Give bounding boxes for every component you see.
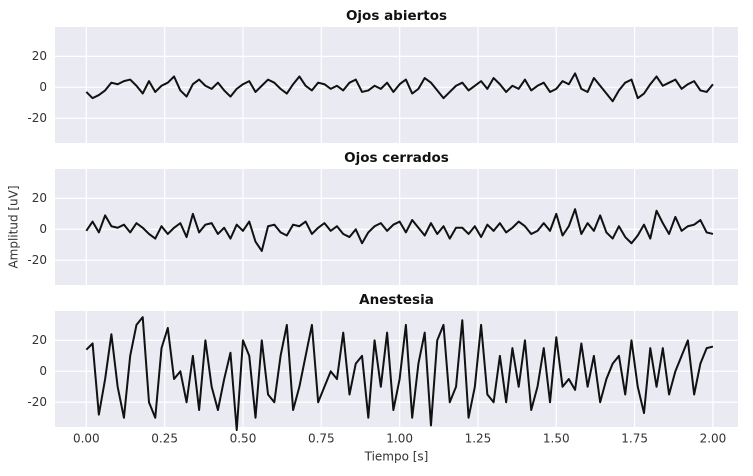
- signal-line: [85, 208, 714, 252]
- x-tick-label: 0.25: [151, 432, 178, 446]
- x-axis-label: Tiempo [s]: [364, 450, 429, 464]
- plot-background: [55, 27, 738, 143]
- y-tick-label: 0: [39, 80, 47, 94]
- y-tick-label: 0: [39, 222, 47, 236]
- chart-title: Ojos cerrados: [344, 150, 449, 166]
- chart-title: Ojos abiertos: [346, 8, 447, 24]
- y-tick-label: 0: [39, 364, 47, 378]
- y-tick-label: -20: [27, 111, 47, 125]
- x-tick-label: 1.00: [386, 432, 413, 446]
- x-tick-label: 1.25: [465, 432, 492, 446]
- x-tick-label: 0.50: [230, 432, 257, 446]
- signal-line: [85, 72, 714, 103]
- y-tick-label: -20: [27, 253, 47, 267]
- y-tick-label: 20: [32, 191, 47, 205]
- x-tick-label: 2.00: [700, 432, 727, 446]
- y-tick-label: -20: [27, 395, 47, 409]
- x-tick-label: 0.00: [73, 432, 100, 446]
- x-tick-label: 0.75: [308, 432, 335, 446]
- signal-line: [85, 316, 714, 432]
- chart-title: Anestesia: [359, 292, 434, 308]
- x-tick-label: 1.50: [543, 432, 570, 446]
- plot-background: [55, 169, 738, 285]
- x-tick-label: 1.75: [621, 432, 648, 446]
- y-axis-label: Amplitud [uV]: [7, 185, 21, 268]
- y-tick-label: 20: [32, 333, 47, 347]
- y-tick-label: 20: [32, 49, 47, 63]
